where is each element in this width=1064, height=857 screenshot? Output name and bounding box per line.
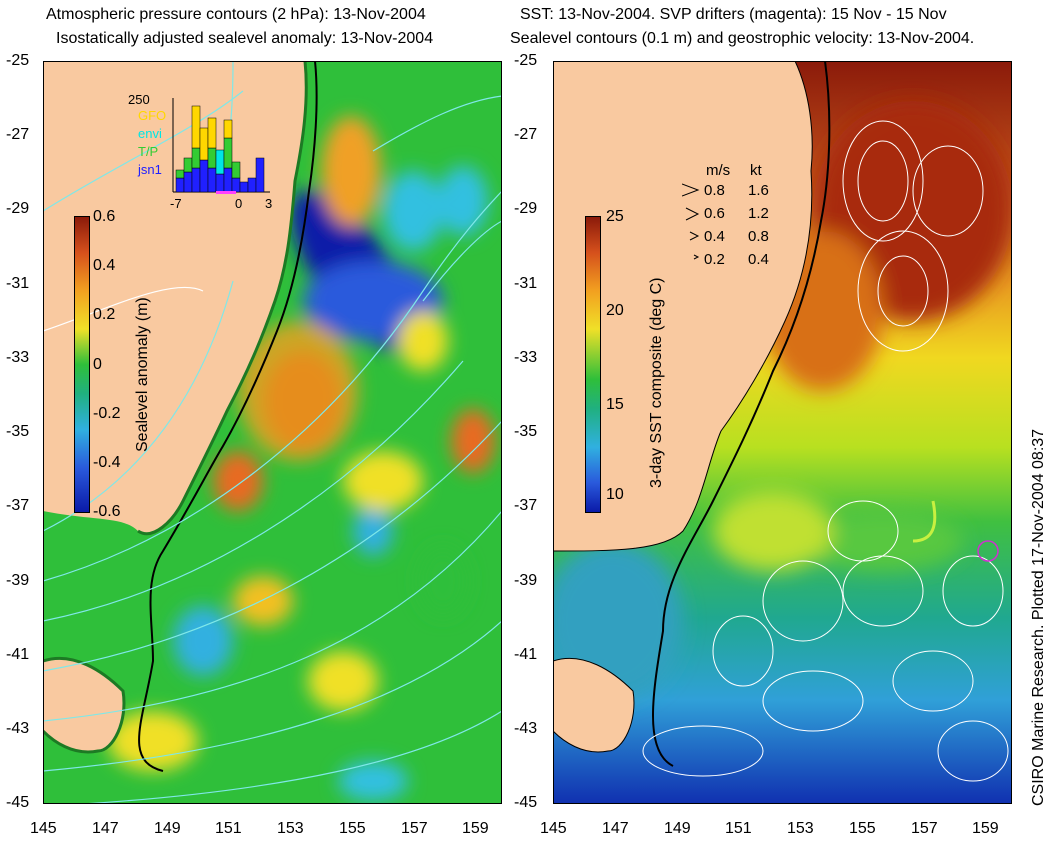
lon-left-159: 159 — [462, 820, 489, 837]
lat-right--33: -33 — [514, 349, 538, 366]
lat-right--27: -27 — [514, 126, 538, 143]
lat-right--43: -43 — [514, 720, 538, 737]
land-mainland — [43, 61, 307, 534]
lat-right--41: -41 — [514, 646, 538, 663]
inset-xtick-3: 3 — [265, 196, 273, 211]
sealevel-colorbar — [74, 216, 90, 513]
sla-tick-0.6: 0.6 — [93, 208, 116, 225]
right-map-panel — [553, 61, 1012, 804]
lat-left--29: -29 — [6, 200, 30, 217]
lat-left--43: -43 — [6, 720, 30, 737]
lon-right-151: 151 — [725, 820, 752, 837]
left-title-line2: Isostatically adjusted sealevel anomaly:… — [56, 30, 434, 47]
lat-left--35: -35 — [6, 423, 30, 440]
lat-left--25: -25 — [6, 52, 30, 69]
sla-tick-0: 0 — [93, 356, 102, 373]
lat-right--25: -25 — [514, 52, 538, 69]
left-map-frame — [43, 61, 502, 804]
inset-top-value: 250 — [128, 92, 150, 107]
lat-right--39: -39 — [514, 572, 538, 589]
lon-right-147: 147 — [602, 820, 629, 837]
sst-tick-10: 10 — [606, 486, 624, 503]
lon-left-147: 147 — [92, 820, 119, 837]
key-header-ms: m/s — [706, 162, 731, 179]
key-ms-2: 0.4 — [704, 228, 725, 245]
sst-tick-20: 20 — [606, 302, 624, 319]
sla-tick-0.2: 0.2 — [93, 306, 116, 323]
lat-left--41: -41 — [6, 646, 30, 663]
lon-right-145: 145 — [540, 820, 567, 837]
lon-left-157: 157 — [401, 820, 428, 837]
lat-left--31: -31 — [6, 275, 30, 292]
lon-right-153: 153 — [787, 820, 814, 837]
sst-colorbar-label: 3-day SST composite (deg C) — [648, 277, 665, 488]
inset-legend-tp: T/P — [138, 144, 159, 159]
sla-tick-0.4: 0.4 — [93, 257, 116, 274]
lon-left-149: 149 — [154, 820, 181, 837]
lon-right-155: 155 — [849, 820, 876, 837]
inset-xtick-0: 0 — [235, 196, 243, 211]
left-map-panel — [43, 61, 502, 804]
sealevel-anomaly-map — [43, 61, 502, 804]
land-tasmania — [43, 658, 124, 752]
velocity-key: m/s kt 0.8 1.6 0.6 1.2 0.4 0.8 0.2 0.4 — [682, 162, 792, 272]
altimeter-inset: 250 GFO envi T/P jsn1 -7 0 3 — [128, 92, 278, 212]
sst-colorbar — [585, 216, 601, 513]
lat-right--45: -45 — [514, 794, 538, 811]
lat-left--37: -37 — [6, 497, 30, 514]
key-kt-3: 0.4 — [748, 251, 769, 268]
lon-left-151: 151 — [215, 820, 242, 837]
lat-right--31: -31 — [514, 275, 538, 292]
lat-left--33: -33 — [6, 349, 30, 366]
right-map-frame — [553, 61, 1012, 804]
sst-tick-25: 25 — [606, 208, 624, 225]
sla-tick-neg0.2: -0.2 — [93, 405, 121, 422]
lat-left--27: -27 — [6, 126, 30, 143]
sla-tick-neg0.6: -0.6 — [93, 503, 121, 520]
key-ms-3: 0.2 — [704, 251, 725, 268]
key-kt-1: 1.2 — [748, 205, 769, 222]
sla-colorbar-label: Sealevel anomaly (m) — [134, 297, 151, 452]
key-kt-2: 0.8 — [748, 228, 769, 245]
credit-label: CSIRO Marine Research. Plotted 17-Nov-20… — [1030, 428, 1047, 806]
lon-left-153: 153 — [277, 820, 304, 837]
lon-right-157: 157 — [911, 820, 938, 837]
inset-histogram — [172, 98, 270, 194]
lon-right-149: 149 — [664, 820, 691, 837]
sst-tick-15: 15 — [606, 396, 624, 413]
key-header-kt: kt — [750, 162, 762, 179]
key-ms-0: 0.8 — [704, 182, 725, 199]
land-mainland-right — [553, 61, 813, 551]
lat-left--39: -39 — [6, 572, 30, 589]
land-tasmania-right — [553, 658, 634, 752]
lon-left-145: 145 — [30, 820, 57, 837]
right-title-line1: SST: 13-Nov-2004. SVP drifters (magenta)… — [520, 6, 947, 23]
left-title-line1: Atmospheric pressure contours (2 hPa): 1… — [46, 6, 426, 23]
inset-legend-envi: envi — [138, 126, 162, 141]
key-ms-1: 0.6 — [704, 205, 725, 222]
inset-xtick-neg7: -7 — [170, 196, 182, 211]
inset-legend-gfo: GFO — [138, 108, 167, 123]
right-title-line2: Sealevel contours (0.1 m) and geostrophi… — [510, 30, 975, 47]
lat-right--37: -37 — [514, 497, 538, 514]
sealevel-contours — [642, 120, 1009, 782]
lon-left-155: 155 — [339, 820, 366, 837]
lat-right--35: -35 — [514, 423, 538, 440]
lat-right--29: -29 — [514, 200, 538, 217]
lat-left--45: -45 — [6, 794, 30, 811]
inset-legend-jsn1: jsn1 — [138, 162, 162, 177]
key-kt-0: 1.6 — [748, 182, 769, 199]
lon-right-159: 159 — [972, 820, 999, 837]
key-arrows — [682, 183, 700, 260]
sst-map — [553, 61, 1012, 804]
sla-tick-neg0.4: -0.4 — [93, 454, 121, 471]
